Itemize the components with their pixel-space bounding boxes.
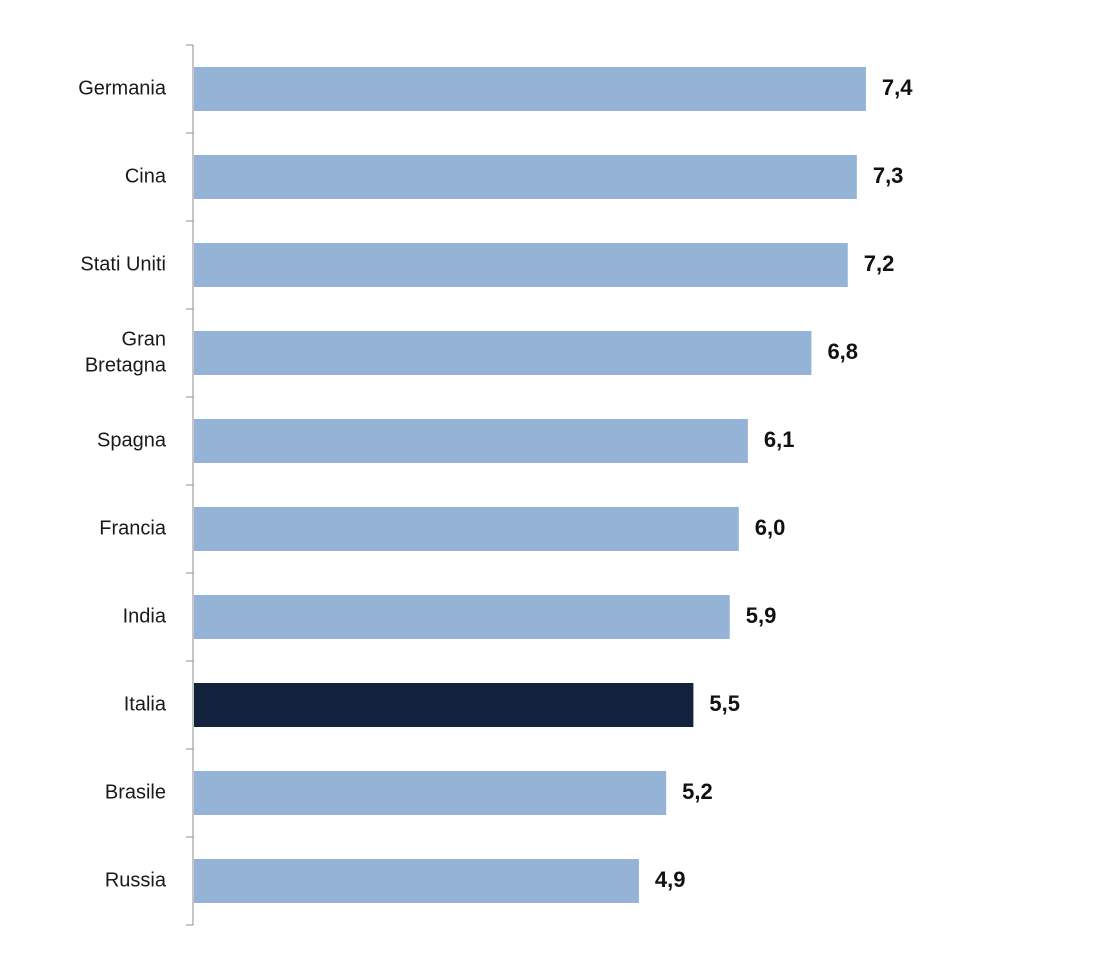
category-labels: Germania Cina Stati Uniti Gran Bretagna Spagn…	[78, 77, 167, 891]
bar-germania	[194, 67, 866, 111]
category-label: Russia	[105, 869, 167, 891]
bar-india	[194, 595, 730, 639]
category-label: India	[123, 605, 167, 627]
category-label: Stati Uniti	[80, 253, 166, 275]
bar-spagna	[194, 419, 748, 463]
value-label: 7,4	[882, 75, 913, 100]
bar-brasile	[194, 771, 667, 815]
value-label: 4,9	[655, 867, 686, 892]
bar-cina	[194, 155, 857, 199]
category-label: Cina	[125, 165, 167, 187]
category-label: Italia	[124, 693, 167, 715]
bar-russia	[194, 859, 639, 903]
value-label: 5,2	[682, 779, 713, 804]
bar-gran-bretagna	[194, 331, 812, 375]
category-label: Spagna	[97, 429, 167, 451]
value-label: 5,9	[746, 603, 777, 628]
category-label: Germania	[78, 77, 167, 99]
category-label: Brasile	[105, 781, 166, 803]
bar-italia	[194, 683, 694, 727]
category-axis	[186, 44, 194, 926]
value-label: 6,0	[755, 515, 786, 540]
bar-francia	[194, 507, 739, 551]
value-labels: 7,4 7,3 7,2 6,8 6,1 6,0 5,9 5,5 5,2 4,9	[655, 75, 913, 892]
value-label: 7,3	[873, 163, 904, 188]
value-label: 6,1	[764, 427, 795, 452]
bars	[194, 67, 866, 903]
category-label: Francia	[99, 517, 167, 539]
bar-stati uniti	[194, 243, 848, 287]
value-label: 5,5	[709, 691, 740, 716]
category-label: Gran Bretagna	[85, 328, 167, 376]
value-label: 7,2	[864, 251, 895, 276]
value-label: 6,8	[827, 339, 858, 364]
